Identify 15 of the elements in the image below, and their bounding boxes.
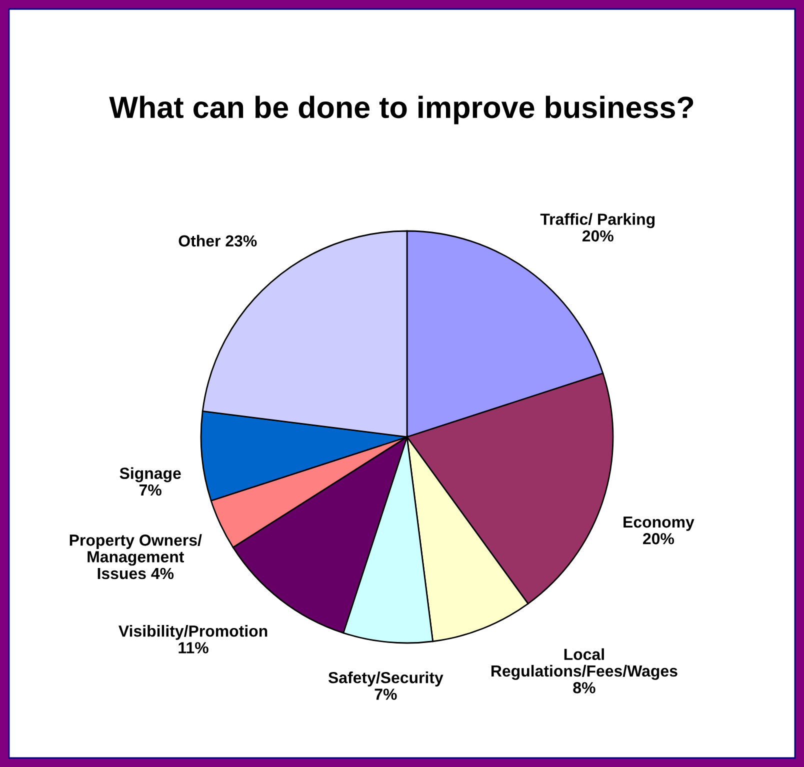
slice-label: Other 23%	[178, 234, 257, 247]
slice-label: Traffic/ Parking	[540, 213, 655, 228]
data-label: 7%	[139, 484, 162, 496]
data-label: 20%	[582, 230, 614, 242]
slice-label: Signage	[120, 467, 181, 482]
data-label: 11%	[178, 642, 208, 654]
data-label: 20%	[643, 533, 674, 544]
slice-label: Economy	[624, 516, 694, 531]
chart-title: What can be done to improve business?	[109, 96, 694, 124]
slice-label: Property Owners/ Management Issues 4%	[70, 534, 202, 580]
data-label: 8%	[573, 682, 596, 694]
slice-label: Safety/Security	[328, 672, 444, 686]
slice-label: Visibility/Promotion	[118, 625, 268, 640]
data-label: 7%	[374, 688, 397, 700]
slice-label: Local Regulations/Fees/Wages	[491, 648, 678, 680]
